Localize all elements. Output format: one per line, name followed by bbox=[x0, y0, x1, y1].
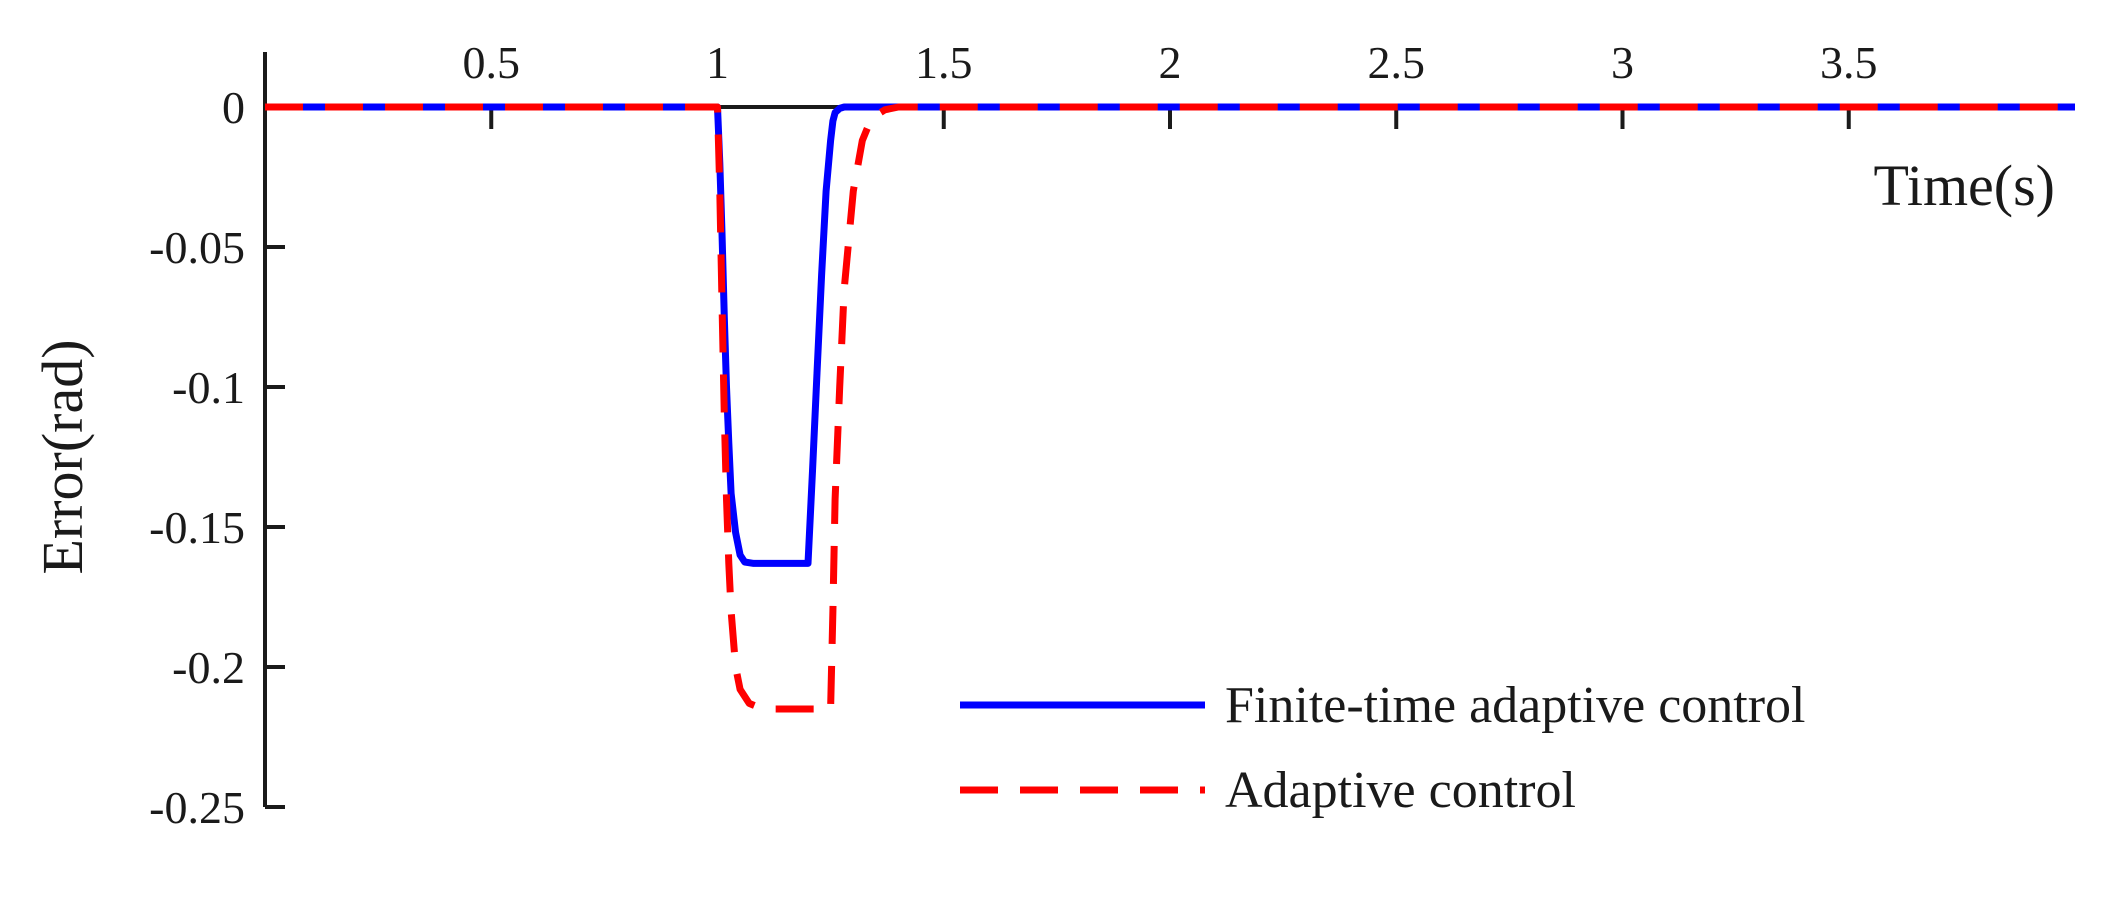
legend-entry-label: Finite-time adaptive control bbox=[1225, 677, 1806, 734]
y-tick-label: -0.2 bbox=[172, 642, 245, 693]
x-tick-label: 2 bbox=[1159, 37, 1182, 88]
legend-entry-label: Adaptive control bbox=[1225, 762, 1576, 819]
x-tick-label: 0.5 bbox=[463, 37, 521, 88]
y-axis-label: Error(rad) bbox=[30, 339, 95, 574]
series-group bbox=[265, 103, 2075, 713]
x-tick-label: 1.5 bbox=[915, 37, 973, 88]
legend: Finite-time adaptive control Adaptive con… bbox=[960, 677, 1806, 819]
y-tick-label: -0.05 bbox=[149, 222, 245, 273]
y-tick-label: -0.25 bbox=[149, 782, 245, 833]
x-axis-label: Time(s) bbox=[1873, 153, 2055, 218]
series-line-finite-time-adaptive-control bbox=[265, 103, 2075, 567]
y-tick-label: 0 bbox=[222, 82, 245, 133]
axes: 0.5 1 1.5 2 2.5 3 3.5 0 -0.05 -0.1 -0.15 -0.2 -0.25 T… bbox=[30, 37, 2075, 833]
x-tick-label: 3.5 bbox=[1820, 37, 1878, 88]
x-tick-label: 3 bbox=[1611, 37, 1634, 88]
x-tick-label: 2.5 bbox=[1368, 37, 1426, 88]
y-tick-label: -0.15 bbox=[149, 502, 245, 553]
series-line-adaptive-control bbox=[265, 103, 2075, 713]
y-tick-label: -0.1 bbox=[172, 362, 245, 413]
x-tick-label: 1 bbox=[706, 37, 729, 88]
